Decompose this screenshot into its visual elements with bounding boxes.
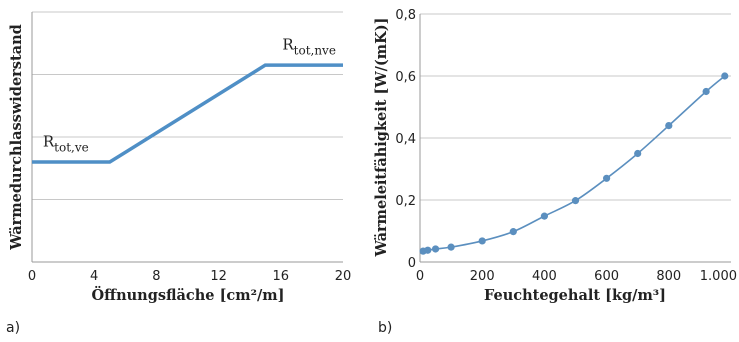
chart-b: 0 200 400 600 800 1.000 0 0,2 0,4 0,6 0,8 Feuchte…: [373, 8, 737, 336]
chart-b-x-tick-label: 0: [416, 269, 424, 284]
chart-b-x-tick-label: 400: [532, 269, 557, 284]
chart-a: 0 4 8 12 16 20 Rtot,ve Rtot,nve Öffnungsfläch…: [6, 11, 351, 336]
chart-a-x-tick-label: 8: [152, 269, 160, 284]
chart-b-data-point: [509, 228, 517, 236]
chart-b-x-tick-label: 800: [656, 269, 681, 284]
annotation-rtot-ve-main: R: [43, 132, 55, 150]
chart-a-x-tick-label: 0: [28, 269, 36, 284]
chart-b-data-point: [721, 72, 729, 80]
chart-b-data-point: [665, 122, 673, 130]
chart-b-series-line: [422, 75, 726, 252]
chart-a-y-label: Wärmedurchlasswiderstand: [8, 24, 25, 250]
chart-b-x-tick-label: 1.000: [700, 269, 737, 284]
chart-a-x-tick-label: 20: [335, 269, 352, 284]
chart-a-panel-label: a): [6, 320, 20, 336]
chart-b-y-tick-labels: 0 0,2 0,4 0,6 0,8: [395, 8, 416, 271]
chart-a-x-tick-label: 12: [210, 269, 227, 284]
chart-a-x-tick-label: 4: [90, 269, 98, 284]
chart-b-y-label: Wärmeleitfähigkeit [W/(mK)]: [373, 18, 390, 258]
chart-a-grid: [32, 11, 343, 200]
chart-b-y-tick-label: 0: [408, 256, 416, 271]
chart-a-x-tick-label: 16: [273, 269, 290, 284]
annotation-rtot-nve-main: R: [282, 36, 294, 54]
chart-b-data-point: [702, 87, 710, 96]
chart-a-annotation-rtot-ve: Rtot,ve: [43, 132, 89, 154]
chart-a-x-tick-labels: 0 4 8 12 16 20: [28, 269, 351, 284]
chart-b-x-tick-labels: 0 200 400 600 800 1.000: [416, 269, 737, 284]
chart-b-x-tick-label: 600: [594, 269, 619, 284]
chart-b-y-tick-label: 0,8: [395, 8, 416, 23]
annotation-rtot-ve-sub: tot,ve: [54, 140, 89, 154]
chart-b-data-point: [478, 237, 486, 245]
chart-b-grid: [420, 13, 731, 201]
chart-b-data-point: [424, 246, 432, 254]
chart-b-points: [419, 72, 729, 255]
chart-b-y-tick-label: 0,6: [395, 70, 416, 85]
chart-a-x-label: Öffnungsfläche [cm²/m]: [92, 285, 285, 304]
chart-b-data-point: [540, 212, 549, 220]
chart-b-data-point: [603, 174, 611, 182]
chart-b-y-tick-label: 0,2: [395, 194, 416, 209]
chart-b-data-point: [634, 149, 642, 158]
chart-b-x-tick-label: 200: [470, 269, 495, 284]
chart-b-data-point: [447, 243, 455, 251]
chart-b-x-label: Feuchtegehalt [kg/m³]: [484, 287, 666, 304]
chart-b-panel-label: b): [378, 320, 392, 336]
chart-b-data-point: [571, 197, 580, 205]
chart-b-y-tick-label: 0,4: [395, 132, 416, 147]
chart-b-data-point: [431, 245, 440, 253]
annotation-rtot-nve-sub: tot,nve: [294, 44, 336, 58]
chart-a-series-line: [32, 63, 343, 164]
chart-a-annotation-rtot-nve: Rtot,nve: [282, 36, 336, 58]
